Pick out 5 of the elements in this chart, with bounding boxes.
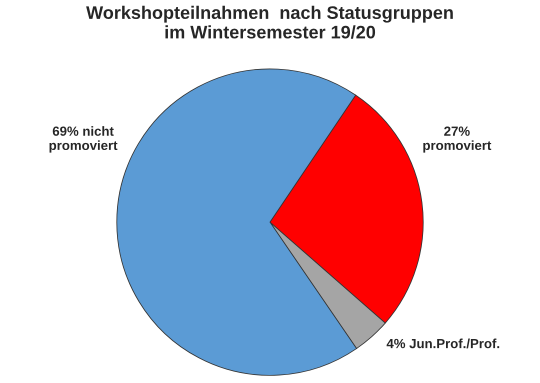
chart-title: Workshopteilnahmen nach Statusgruppen im Wintersemester 19/20 <box>86 6 453 39</box>
slice-label: promoviert <box>423 140 492 153</box>
slice-label: 69% nicht promoviert <box>50 126 118 153</box>
slice-label: 4% Jun.Prof./Prof. <box>386 338 500 348</box>
data-label: 27% <box>444 126 470 136</box>
